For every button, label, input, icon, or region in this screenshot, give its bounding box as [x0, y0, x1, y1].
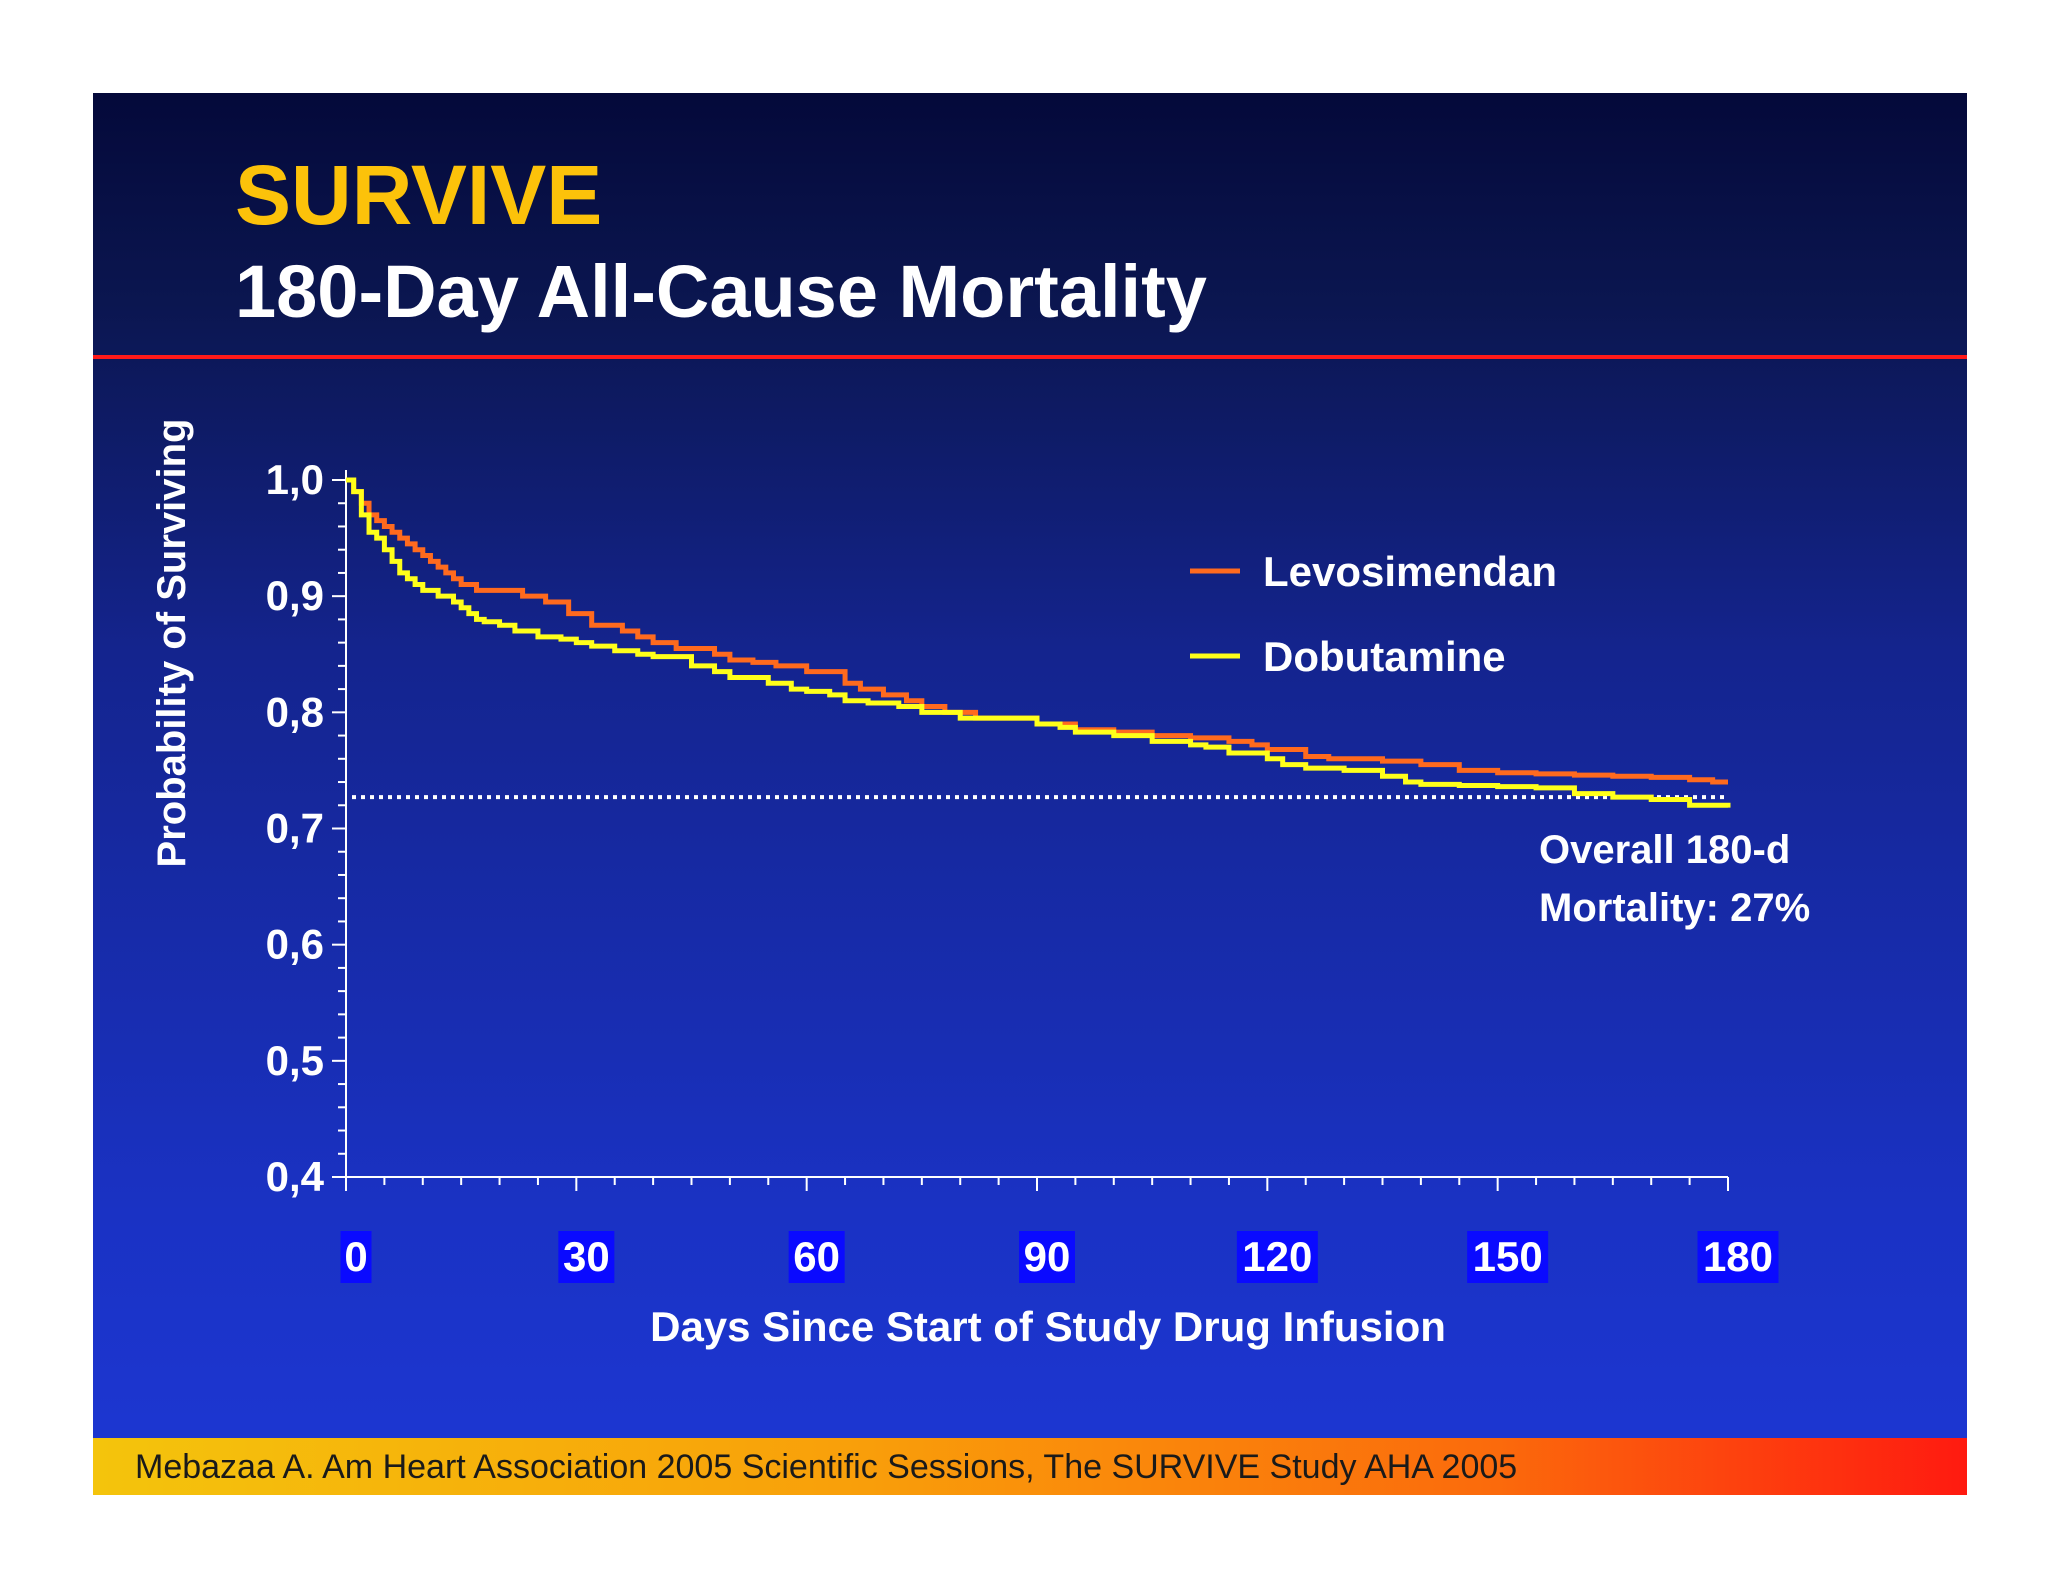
x-tick-label: 60 — [793, 1233, 840, 1280]
mortality-annotation-line1: Overall 180-d — [1539, 828, 1790, 872]
x-tick-label: 180 — [1703, 1233, 1773, 1280]
series-layer — [346, 477, 1731, 808]
slide: SURVIVE 180-Day All-Cause Mortality 0,4 0… — [93, 93, 1967, 1495]
axis-ticks — [332, 479, 1729, 1191]
y-tick-label: 0,5 — [266, 1037, 324, 1084]
series-line-levosimendan — [346, 477, 1728, 785]
legend-label-dobutamine: Dobutamine — [1263, 633, 1506, 680]
title-divider — [93, 355, 1967, 359]
y-tick-label: 0,7 — [266, 805, 324, 852]
legend: Levosimendan Dobutamine — [1190, 548, 1557, 680]
y-axis-label: Probability of Surviving — [150, 419, 194, 868]
citation-text: Mebazaa A. Am Heart Association 2005 Sci… — [135, 1448, 1518, 1486]
x-tick-label-bg — [1467, 1231, 1549, 1283]
y-tick-label: 0,4 — [266, 1153, 325, 1200]
citation-footer: Mebazaa A. Am Heart Association 2005 Sci… — [93, 1438, 1967, 1495]
slide-subtitle: 180-Day All-Cause Mortality — [235, 250, 1207, 333]
y-tick-label: 1,0 — [266, 456, 324, 503]
legend-label-levosimendan: Levosimendan — [1263, 548, 1557, 595]
x-tick-label-bg — [1019, 1231, 1075, 1283]
x-tick-label-bg — [340, 1231, 372, 1283]
x-tick-label: 90 — [1024, 1233, 1071, 1280]
x-tick-label-bg — [1236, 1231, 1318, 1283]
series-line-dobutamine — [346, 477, 1731, 808]
slide-title: SURVIVE — [235, 148, 603, 242]
x-axis-label: Days Since Start of Study Drug Infusion — [650, 1303, 1446, 1350]
x-tick-label: 120 — [1242, 1233, 1312, 1280]
y-tick-label: 0,9 — [266, 572, 324, 619]
mortality-annotation-line2: Mortality: 27% — [1539, 886, 1810, 930]
tick-labels: 0,4 0,5 0,6 0,7 0,8 0,9 1,0 0 30 60 90 120 150 180 — [266, 456, 1779, 1283]
x-tick-label: 30 — [563, 1233, 610, 1280]
x-tick-label: 0 — [344, 1233, 367, 1280]
x-tick-label-bg — [1697, 1231, 1779, 1283]
y-tick-label: 0,6 — [266, 921, 324, 968]
x-tick-label-bg — [788, 1231, 845, 1283]
x-tick-label: 150 — [1473, 1233, 1543, 1280]
survival-chart: 0,4 0,5 0,6 0,7 0,8 0,9 1,0 0 30 60 90 120 150 180 Pr… — [150, 419, 1810, 1350]
x-tick-label-bg — [558, 1231, 615, 1283]
y-tick-label: 0,8 — [266, 688, 324, 735]
